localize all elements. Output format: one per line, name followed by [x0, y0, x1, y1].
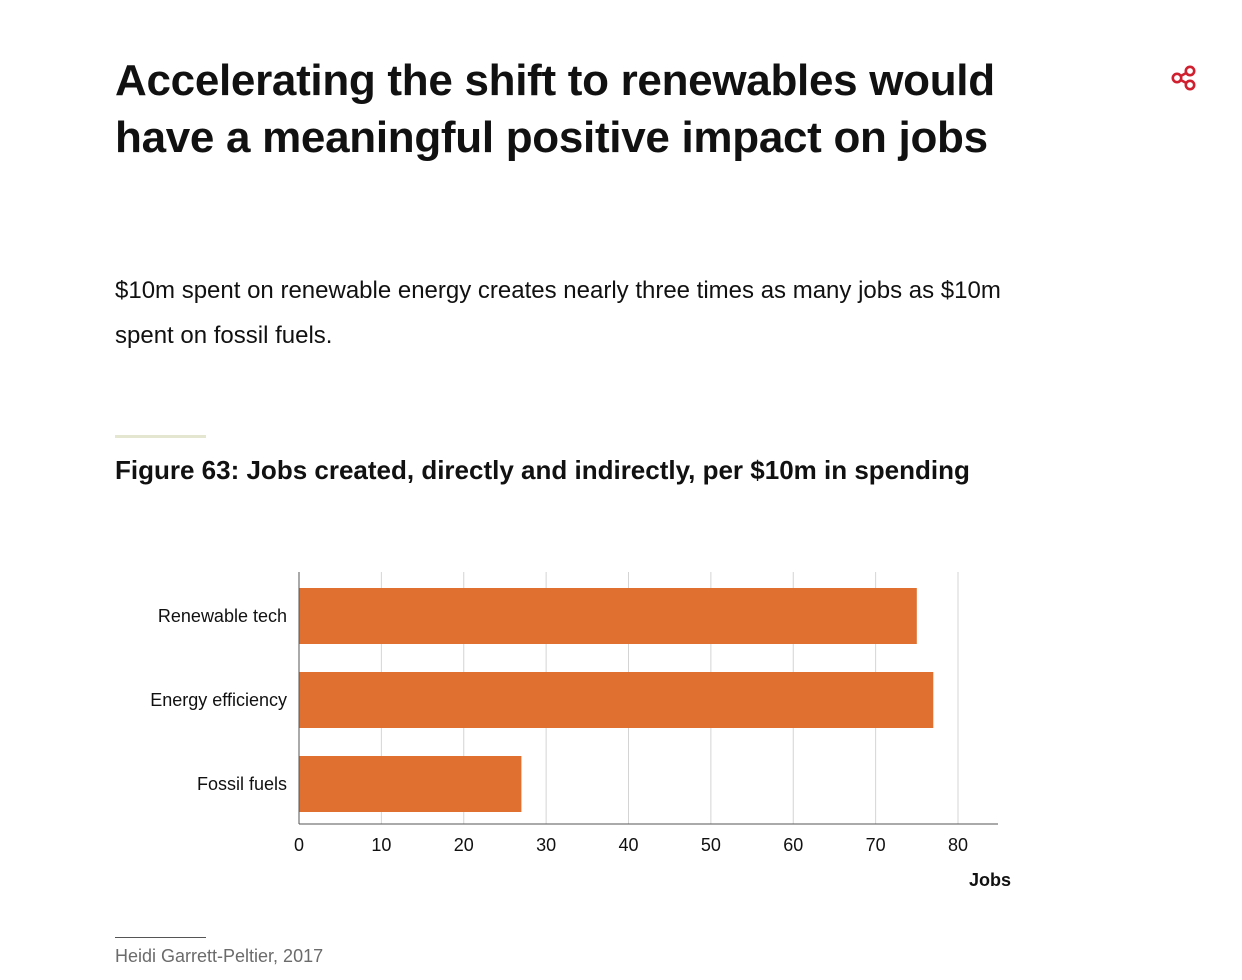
x-tick-label: 50: [701, 835, 721, 855]
source-rule: [115, 937, 206, 938]
figure-source: Heidi Garrett-Peltier, 2017: [115, 946, 324, 966]
x-tick-label: 80: [948, 835, 968, 855]
x-tick-label: 20: [454, 835, 474, 855]
bar: [299, 672, 934, 728]
bar: [299, 756, 522, 812]
accent-rule: [115, 435, 206, 438]
category-label: Energy efficiency: [150, 690, 287, 710]
x-tick-label: 60: [783, 835, 803, 855]
figure-title: Figure 63: Jobs created, directly and in…: [115, 455, 970, 485]
x-tick-label: 70: [866, 835, 886, 855]
x-tick-label: 0: [294, 835, 304, 855]
category-label: Fossil fuels: [197, 774, 287, 794]
x-tick-label: 40: [618, 835, 638, 855]
headline: Accelerating the shift to renewables wou…: [115, 56, 995, 162]
share-icon[interactable]: [1168, 62, 1200, 94]
x-axis-title: Jobs: [969, 870, 1011, 890]
bar: [299, 588, 917, 644]
x-tick-label: 30: [536, 835, 556, 855]
x-tick-label: 10: [371, 835, 391, 855]
category-label: Renewable tech: [158, 606, 287, 626]
subhead: $10m spent on renewable energy creates n…: [115, 277, 1001, 349]
